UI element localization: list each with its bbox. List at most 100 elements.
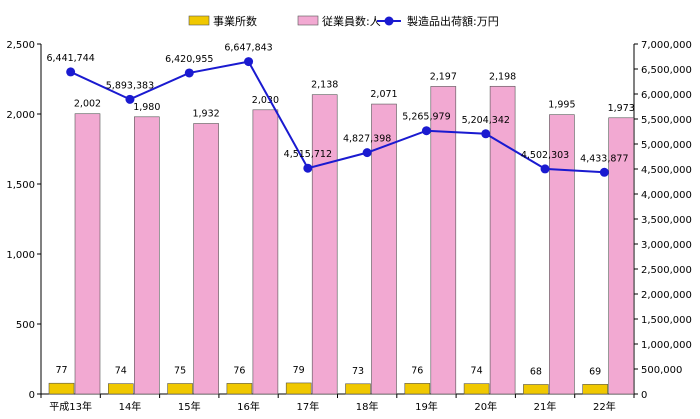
x-axis-tick-label: 22年 — [593, 400, 616, 413]
right-axis-tick-label: 4,500,000 — [641, 165, 692, 176]
data-label-shipment-value: 5,893,383 — [106, 80, 154, 91]
line-point-shipment-value — [599, 167, 609, 177]
data-label-employees: 1,995 — [548, 100, 575, 111]
data-label-employees: 1,932 — [192, 109, 219, 120]
right-axis-tick-label: 6,000,000 — [641, 90, 692, 101]
bar-establishments — [226, 383, 253, 395]
x-axis-tick-label: 平成13年 — [49, 400, 92, 413]
legend-swatch-employees — [297, 15, 319, 26]
bar-employees — [252, 109, 279, 395]
left-axis-tick-label: 2,000 — [6, 110, 35, 121]
right-axis-tick-label: 7,000,000 — [641, 40, 692, 51]
bar-establishments — [108, 383, 134, 395]
line-point-shipment-value — [362, 148, 372, 158]
right-axis-tick-label: 1,000,000 — [641, 340, 692, 351]
x-axis-tick-label: 20年 — [474, 400, 497, 413]
data-label-shipment-value: 6,420,955 — [165, 54, 213, 65]
bar-establishments — [285, 382, 312, 395]
x-axis-tick-label: 17年 — [296, 400, 319, 413]
x-axis-tick-label: 21年 — [534, 400, 557, 413]
data-label-establishments: 76 — [233, 365, 245, 376]
line-point-shipment-value — [66, 67, 76, 77]
legend-label-employees: 従業員数:人 — [322, 15, 381, 28]
line-point-shipment-value — [481, 129, 491, 139]
data-label-employees: 1,973 — [608, 103, 635, 114]
bar-establishments — [167, 383, 193, 395]
bar-employees — [74, 113, 101, 395]
bar-employees — [430, 86, 457, 395]
left-axis-tick-label: 2,500 — [6, 40, 35, 51]
data-label-shipment-value: 4,502,303 — [521, 150, 569, 161]
right-axis-tick-label: 3,000,000 — [641, 240, 692, 251]
line-point-shipment-value — [244, 57, 254, 67]
bar-employees — [608, 117, 635, 395]
bar-employees — [549, 114, 575, 395]
left-axis-tick-label: 500 — [16, 320, 35, 331]
bar-establishments — [463, 383, 490, 395]
right-axis-tick-label: 6,500,000 — [641, 65, 692, 76]
bar-establishments — [48, 382, 75, 395]
data-label-employees: 1,980 — [133, 102, 160, 113]
legend-label-establishments: 事業所数 — [213, 15, 257, 28]
data-label-establishments: 77 — [55, 365, 67, 376]
data-label-shipment-value: 6,441,744 — [46, 53, 94, 64]
bar-employees — [134, 116, 160, 395]
data-label-employees: 2,197 — [430, 71, 457, 82]
line-point-shipment-value — [125, 94, 135, 104]
bar-employees — [371, 103, 397, 395]
right-axis-tick-label: 1,500,000 — [641, 315, 692, 326]
x-axis-tick-label: 19年 — [415, 400, 438, 413]
line-point-shipment-value — [421, 126, 431, 136]
left-axis-tick-label: 0 — [29, 390, 35, 401]
right-axis-tick-label: 5,500,000 — [641, 115, 692, 126]
left-axis-tick-label: 1,500 — [6, 180, 35, 191]
bar-establishments — [345, 383, 371, 395]
left-axis-tick-label: 1,000 — [6, 250, 35, 261]
data-label-employees: 2,030 — [252, 95, 279, 106]
data-label-establishments: 69 — [589, 366, 601, 377]
data-label-establishments: 76 — [411, 365, 423, 376]
right-axis-tick-label: 5,000,000 — [641, 140, 692, 151]
data-label-establishments: 74 — [471, 366, 483, 377]
bar-employees — [311, 94, 338, 395]
x-axis-tick-label: 18年 — [356, 400, 379, 413]
right-axis-tick-label: 2,500,000 — [641, 265, 692, 276]
right-axis-tick-label: 3,500,000 — [641, 215, 692, 226]
data-label-employees: 2,138 — [311, 80, 338, 91]
data-label-shipment-value: 4,433,877 — [580, 153, 628, 164]
line-point-shipment-value — [303, 163, 313, 173]
data-label-employees: 2,071 — [370, 89, 397, 100]
data-label-establishments: 75 — [174, 366, 186, 377]
x-axis-tick-label: 16年 — [237, 400, 260, 413]
line-point-shipment-value — [540, 164, 550, 174]
data-label-shipment-value: 4,827,398 — [343, 134, 391, 145]
data-label-employees: 2,198 — [489, 71, 516, 82]
bar-establishments — [404, 383, 431, 395]
right-axis-tick-label: 2,000,000 — [641, 290, 692, 301]
data-label-establishments: 74 — [115, 366, 127, 377]
right-axis-tick-label: 0 — [641, 390, 647, 401]
legend-swatch-establishments — [188, 15, 210, 26]
line-shipment-value — [70, 60, 605, 174]
x-axis-tick-label: 14年 — [119, 400, 142, 413]
data-label-establishments: 68 — [530, 366, 542, 377]
bar-establishments — [523, 384, 549, 395]
bar-employees — [489, 85, 516, 395]
data-label-shipment-value: 6,647,843 — [224, 43, 272, 54]
x-axis-tick-label: 15年 — [178, 400, 201, 413]
legend-label-shipment-value: 製造品出荷額:万円 — [407, 14, 499, 28]
line-point-shipment-value — [184, 68, 194, 78]
right-axis-tick-label: 500,000 — [641, 365, 682, 376]
data-label-shipment-value: 4,515,712 — [284, 149, 332, 160]
bar-establishments — [582, 384, 609, 395]
data-label-shipment-value: 5,204,342 — [462, 115, 510, 126]
data-label-establishments: 79 — [293, 365, 305, 376]
legend-swatch-marker-shipment-value — [384, 16, 394, 26]
data-label-establishments: 73 — [352, 366, 364, 377]
data-label-employees: 2,002 — [74, 99, 101, 110]
right-axis-tick-label: 4,000,000 — [641, 190, 692, 201]
bar-employees — [193, 123, 219, 395]
data-label-shipment-value: 5,265,979 — [402, 112, 450, 123]
